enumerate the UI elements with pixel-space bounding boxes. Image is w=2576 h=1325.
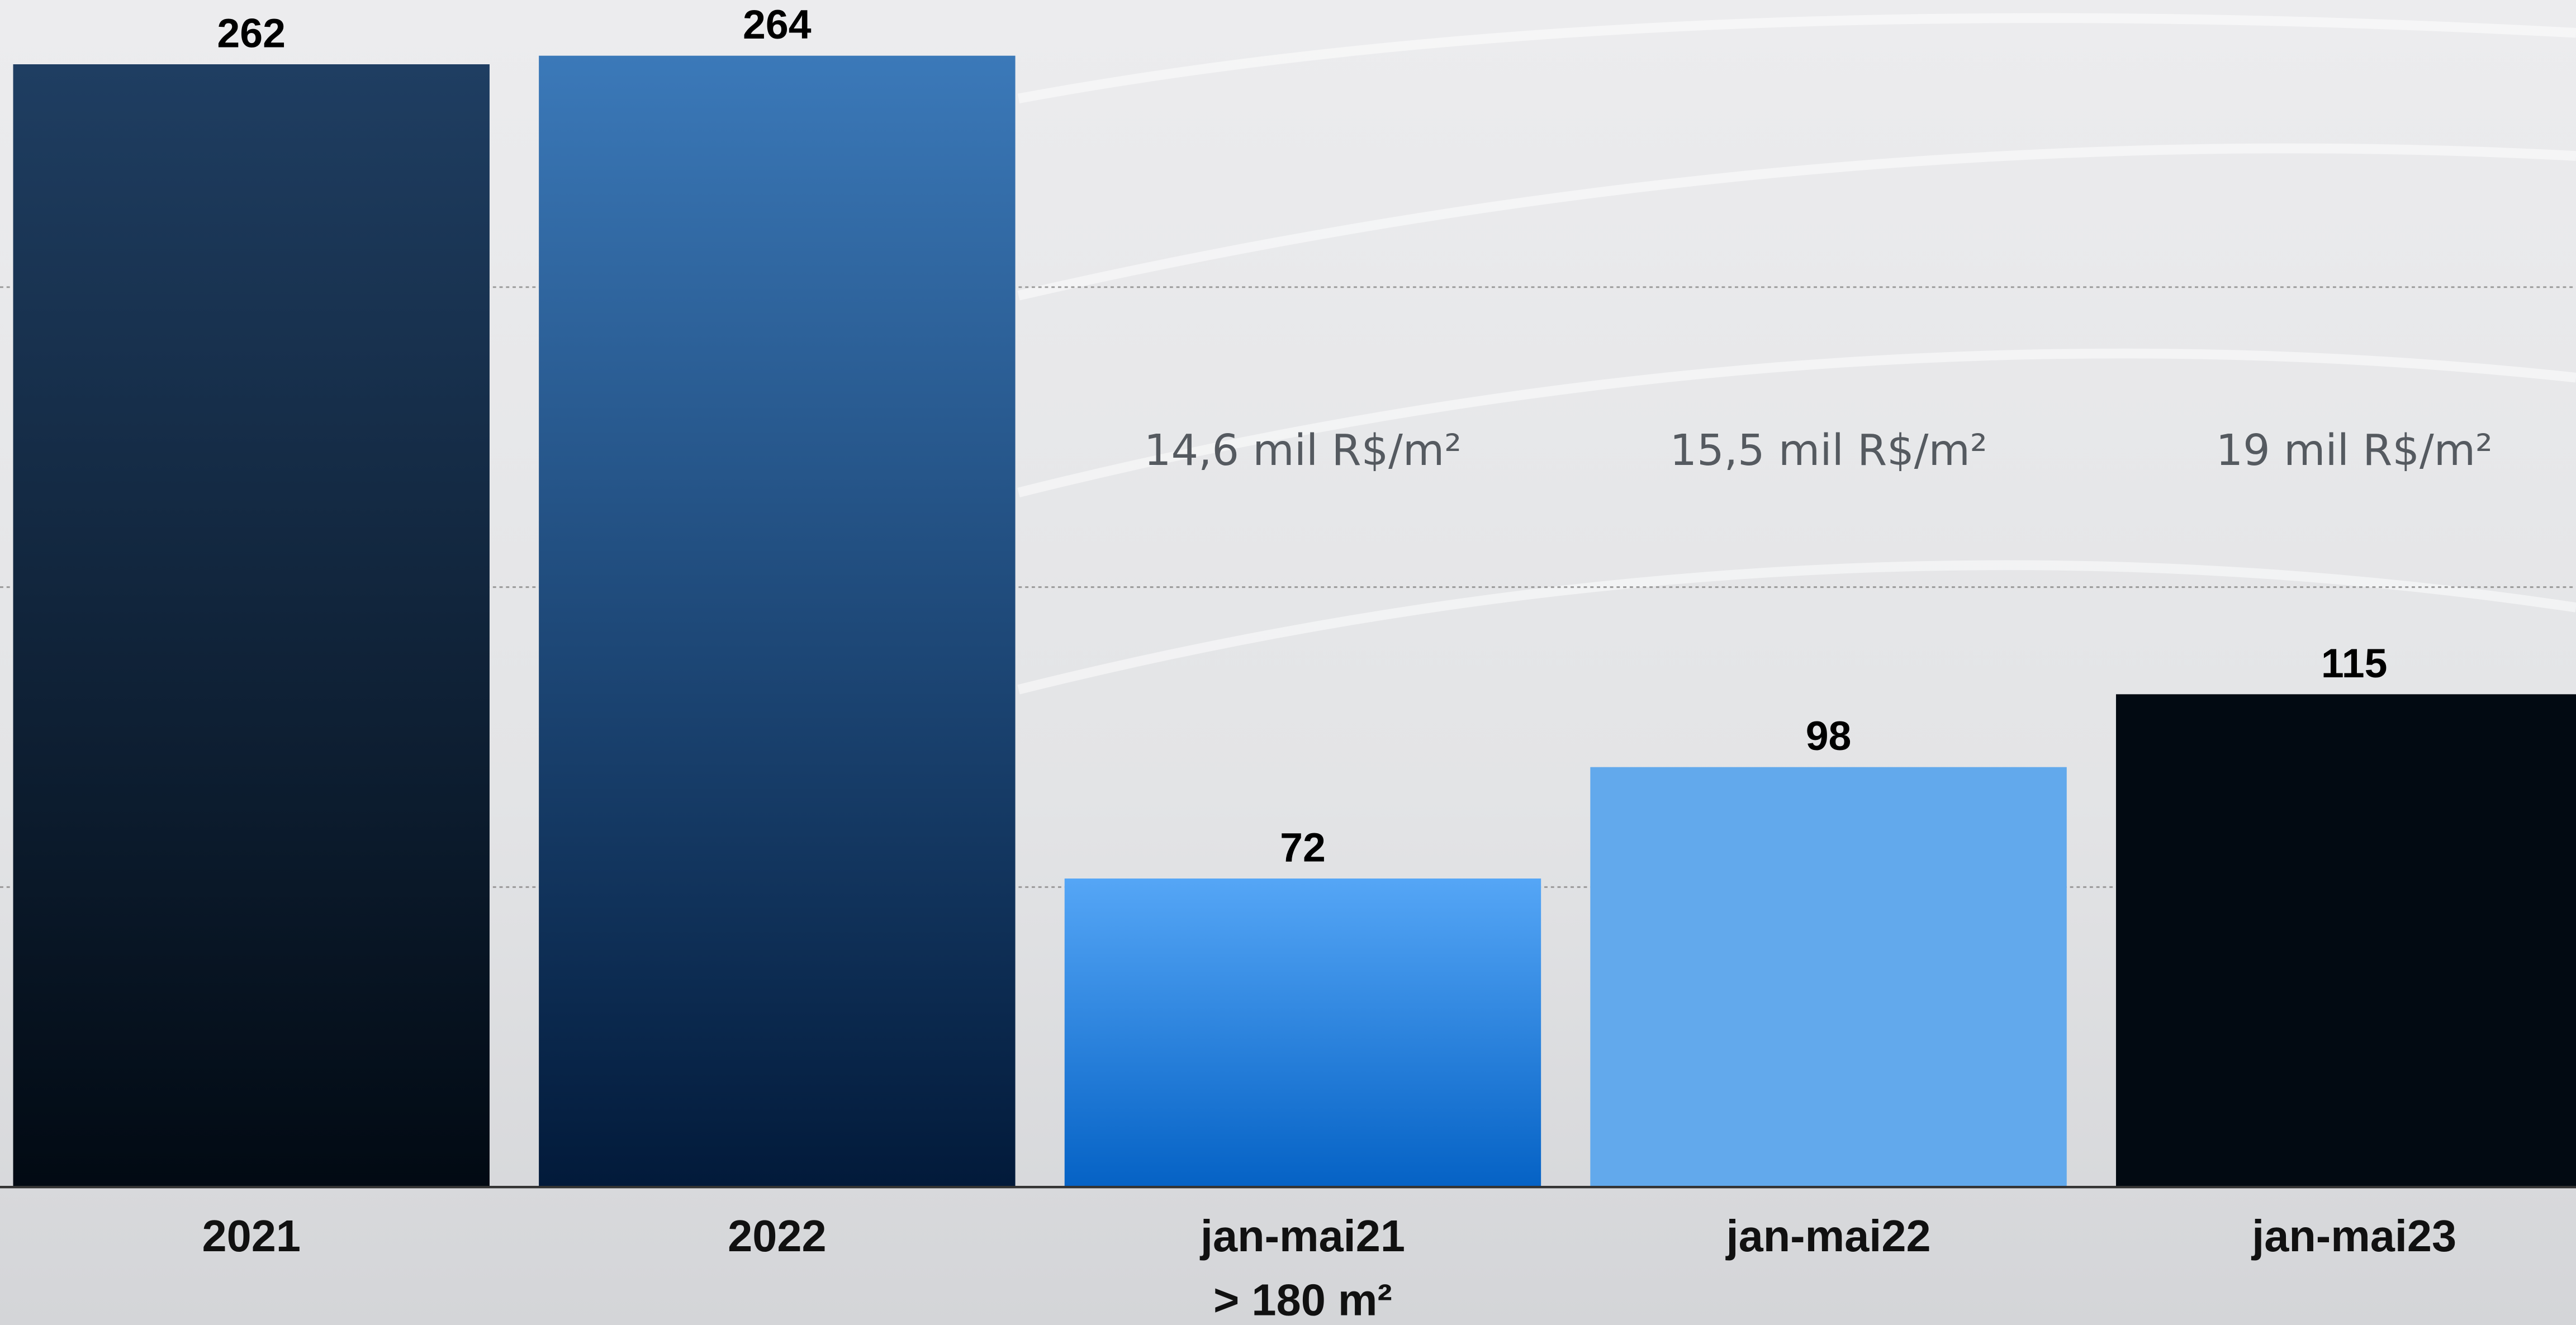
bar — [13, 64, 490, 1188]
x-tick-label: jan-mai22 — [1725, 1211, 1931, 1261]
value-label: 262 — [217, 10, 286, 56]
bar — [1590, 767, 2067, 1188]
value-label: 72 — [1280, 824, 1326, 871]
annotation: 15,5 mil R$/m² — [1670, 426, 1987, 476]
x-tick-label: jan-mai21 — [1199, 1211, 1405, 1261]
annotation: 19 mil R$/m² — [2216, 426, 2493, 476]
value-label: 98 — [1806, 713, 1852, 759]
bar — [2115, 694, 2576, 1188]
annotation: 14,6 mil R$/m² — [1144, 426, 1462, 476]
background-swirl — [1017, 13, 2576, 695]
x-note: > 180 m² — [1213, 1275, 1392, 1325]
x-tick-label: 2022 — [728, 1211, 827, 1261]
value-label: 264 — [743, 1, 812, 48]
bar — [539, 55, 1016, 1188]
value-label: 115 — [2321, 640, 2388, 686]
x-tick-label: jan-mai23 — [2251, 1211, 2456, 1261]
bar — [1064, 878, 1541, 1188]
x-tick-label: 2021 — [202, 1211, 301, 1261]
